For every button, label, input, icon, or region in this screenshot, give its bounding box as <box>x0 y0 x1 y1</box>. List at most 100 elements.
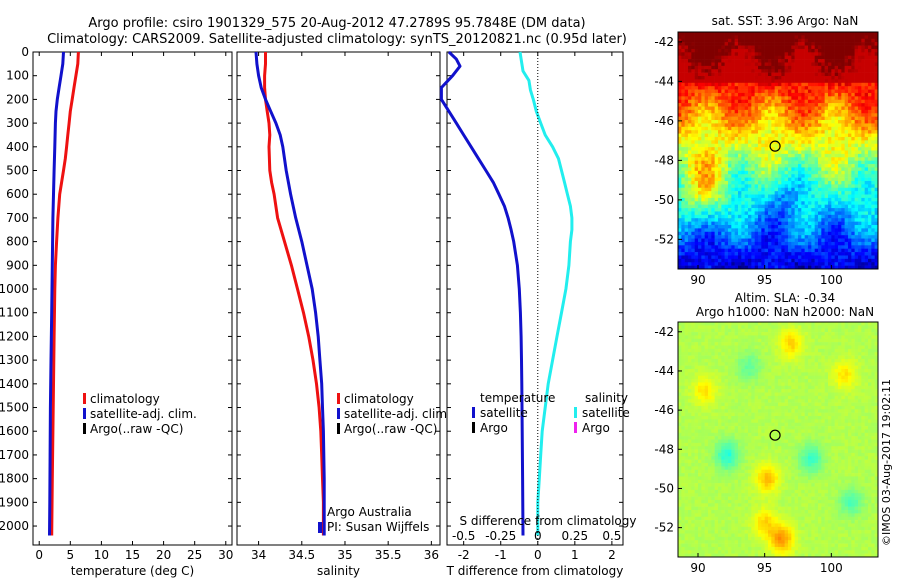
heatmap-cell <box>798 235 802 239</box>
heatmap-cell <box>738 231 742 236</box>
heatmap-cell <box>681 187 685 192</box>
heatmap-cell <box>781 194 785 199</box>
heatmap-cell <box>824 224 829 229</box>
heatmap-cell <box>768 164 772 168</box>
heatmap-cell <box>691 136 695 141</box>
heatmap-cell <box>701 405 705 410</box>
heatmap-cell <box>821 241 825 246</box>
heatmap-cell <box>701 59 705 63</box>
heatmap-cell <box>681 48 685 53</box>
heatmap-cell <box>864 157 869 161</box>
heatmap-cell <box>741 103 745 107</box>
heatmap-cell <box>834 160 839 165</box>
heatmap-cell <box>721 191 725 195</box>
heatmap-cell <box>698 449 702 454</box>
heatmap-cell <box>778 211 782 216</box>
heatmap-cell <box>781 258 785 263</box>
heatmap-cell <box>838 164 842 168</box>
heatmap-cell <box>751 265 755 270</box>
heatmap-cell <box>761 174 765 178</box>
heatmap-cell <box>781 130 785 134</box>
heatmap-cell <box>821 224 825 229</box>
heatmap-cell <box>838 48 842 53</box>
heatmap-cell <box>691 187 695 192</box>
heatmap-cell <box>778 65 782 70</box>
heatmap-cell <box>704 235 709 239</box>
heatmap-cell <box>831 164 835 168</box>
heatmap-cell <box>688 42 692 46</box>
heatmap-cell <box>791 89 795 94</box>
heatmap-cell <box>731 177 735 182</box>
heatmap-cell <box>748 136 752 141</box>
heatmap-cell <box>818 136 822 141</box>
heatmap-cell <box>831 197 835 202</box>
heatmap-cell <box>728 177 732 182</box>
heatmap-cell <box>874 45 879 50</box>
x-tick-label: -1 <box>495 548 507 562</box>
heatmap-cell <box>698 402 702 407</box>
heatmap-cell <box>704 187 709 192</box>
heatmap-cell <box>788 99 792 104</box>
heatmap-cell <box>758 38 762 43</box>
heatmap-cell <box>744 79 749 84</box>
heatmap-cell <box>788 136 792 141</box>
heatmap-cell <box>684 221 689 226</box>
heatmap-cell <box>818 167 822 172</box>
heatmap-cell <box>851 136 855 141</box>
heatmap-cell <box>698 358 702 363</box>
heatmap-cell <box>688 221 692 226</box>
heatmap-cell <box>774 140 779 145</box>
heatmap-cell <box>701 238 705 243</box>
legend-label: satellite <box>480 406 528 420</box>
heatmap-cell <box>734 164 739 168</box>
heatmap-cell <box>741 157 745 161</box>
heatmap-cell <box>761 208 765 212</box>
heatmap-cell <box>731 140 735 145</box>
heatmap-cell <box>854 238 859 243</box>
heatmap-cell <box>728 204 732 209</box>
heatmap-cell <box>681 429 685 434</box>
heatmap-cell <box>684 399 689 403</box>
heatmap-cell <box>818 241 822 246</box>
heatmap-cell <box>828 211 832 216</box>
heatmap-cell <box>784 197 789 202</box>
heatmap-cell <box>698 322 702 326</box>
heatmap-cell <box>724 45 729 50</box>
heatmap-cell <box>794 238 799 243</box>
heatmap-cell <box>791 248 795 253</box>
heatmap-cell <box>761 55 765 60</box>
heatmap-cell <box>798 130 802 134</box>
heatmap-cell <box>791 170 795 175</box>
heatmap-cell <box>771 109 775 114</box>
heatmap-cell <box>821 197 825 202</box>
heatmap-cell <box>794 109 799 114</box>
heatmap-cell <box>711 204 715 209</box>
heatmap-cell <box>818 89 822 94</box>
heatmap-cell <box>874 201 879 205</box>
heatmap-cell <box>684 248 689 253</box>
heatmap-cell <box>838 258 842 263</box>
heatmap-cell <box>678 513 682 518</box>
heatmap-cell <box>761 184 765 189</box>
heatmap-cell <box>818 204 822 209</box>
heatmap-cell <box>868 86 872 90</box>
heatmap-cell <box>781 265 785 270</box>
heatmap-cell <box>714 96 719 101</box>
heatmap-cell <box>684 69 689 73</box>
heatmap-cell <box>781 191 785 195</box>
heatmap-cell <box>748 235 752 239</box>
heatmap-cell <box>728 153 732 158</box>
heatmap-cell <box>711 72 715 77</box>
heatmap-cell <box>831 52 835 56</box>
heatmap-cell <box>698 79 702 84</box>
heatmap-cell <box>748 157 752 161</box>
heatmap-cell <box>861 38 865 43</box>
heatmap-cell <box>801 55 805 60</box>
heatmap-cell <box>774 245 779 249</box>
heatmap-cell <box>708 96 712 101</box>
heatmap-cell <box>728 113 732 117</box>
heatmap-cell <box>691 496 695 501</box>
heatmap-cell <box>778 221 782 226</box>
heatmap-cell <box>858 265 862 270</box>
heatmap-cell <box>874 147 879 151</box>
